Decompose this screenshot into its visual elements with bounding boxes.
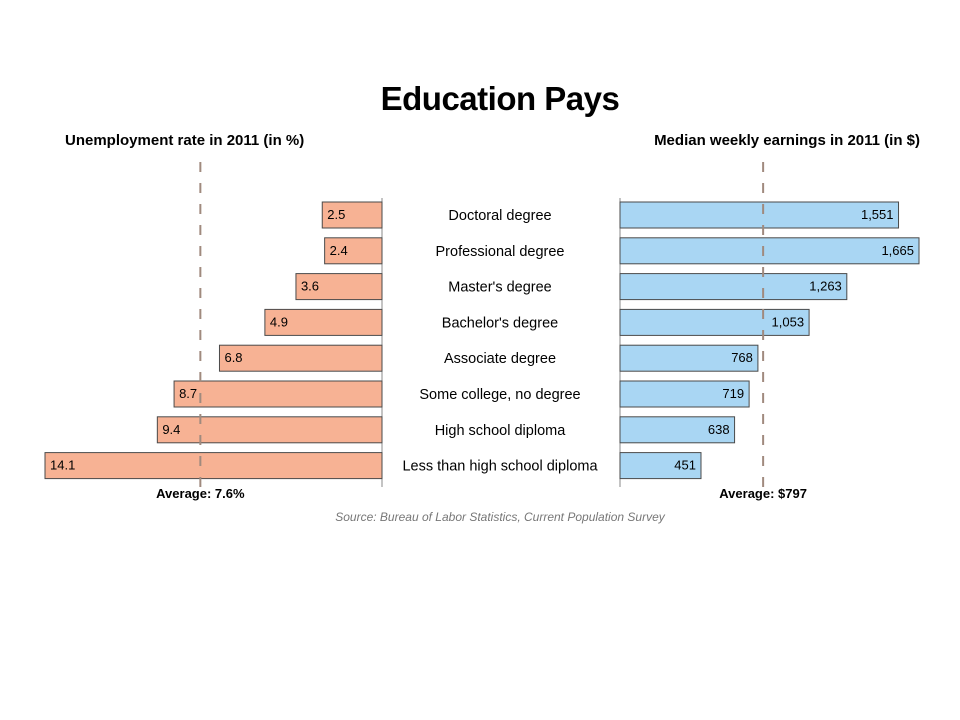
earnings-value-label: 1,263 [809, 279, 842, 294]
unemployment-value-label: 6.8 [224, 350, 242, 365]
category-label: Some college, no degree [419, 387, 580, 403]
earnings-value-label: 768 [731, 350, 753, 365]
unemployment-bar [44, 452, 383, 480]
unemployment-bar [264, 308, 383, 336]
unemployment-bar [218, 344, 383, 372]
category-label: Bachelor's degree [442, 315, 558, 331]
earnings-bar [619, 380, 750, 408]
earnings-value-label: 1,551 [861, 207, 894, 222]
unemployment-value-label: 4.9 [270, 314, 288, 329]
unemployment-value-label: 9.4 [162, 422, 180, 437]
category-label: High school diploma [435, 423, 567, 439]
earnings-value-label: 638 [708, 422, 730, 437]
earnings-bar [619, 452, 702, 480]
earnings-panel-title: Median weekly earnings in 2011 (in $) [654, 132, 920, 149]
earnings-bar [619, 237, 920, 265]
unemployment-bar [156, 416, 383, 444]
unemployment-bars-group: 2.5 2.4 3.6 4.9 6.8 8.7 9.4 14.1 [44, 162, 383, 487]
earnings-value-label: 1,665 [881, 243, 914, 258]
unemployment-bar [295, 273, 383, 301]
earnings-bar [619, 344, 759, 372]
unemployment-bar [321, 201, 383, 229]
unemployment-bar [173, 380, 383, 408]
category-label: Professional degree [436, 244, 565, 260]
earnings-bars-group: 1,551 1,665 1,263 1,053 768 719 638 451 [619, 162, 920, 487]
source-note: Source: Bureau of Labor Statistics, Curr… [335, 510, 666, 524]
category-label: Doctoral degree [448, 208, 551, 224]
earnings-value-label: 1,053 [772, 314, 805, 329]
unemployment-average-label: Average: 7.6% [156, 486, 245, 501]
category-label: Master's degree [448, 280, 552, 296]
earnings-bar [619, 273, 848, 301]
category-label: Less than high school diploma [402, 459, 598, 475]
unemployment-value-label: 2.4 [330, 243, 348, 258]
earnings-value-label: 719 [722, 386, 744, 401]
earnings-bar [619, 308, 810, 336]
earnings-bar [619, 416, 736, 444]
earnings-bar [619, 201, 900, 229]
unemployment-value-label: 2.5 [327, 207, 345, 222]
unemployment-value-label: 14.1 [50, 458, 75, 473]
unemployment-bar [324, 237, 383, 265]
earnings-value-label: 451 [674, 458, 696, 473]
earnings-average-label: Average: $797 [719, 486, 807, 501]
category-label: Associate degree [444, 351, 556, 367]
category-labels-group: Doctoral degree Professional degree Master… [402, 208, 598, 475]
unemployment-panel-title: Unemployment rate in 2011 (in %) [65, 132, 304, 149]
unemployment-value-label: 8.7 [179, 386, 197, 401]
unemployment-value-label: 3.6 [301, 279, 319, 294]
chart-title: Education Pays [381, 80, 620, 117]
